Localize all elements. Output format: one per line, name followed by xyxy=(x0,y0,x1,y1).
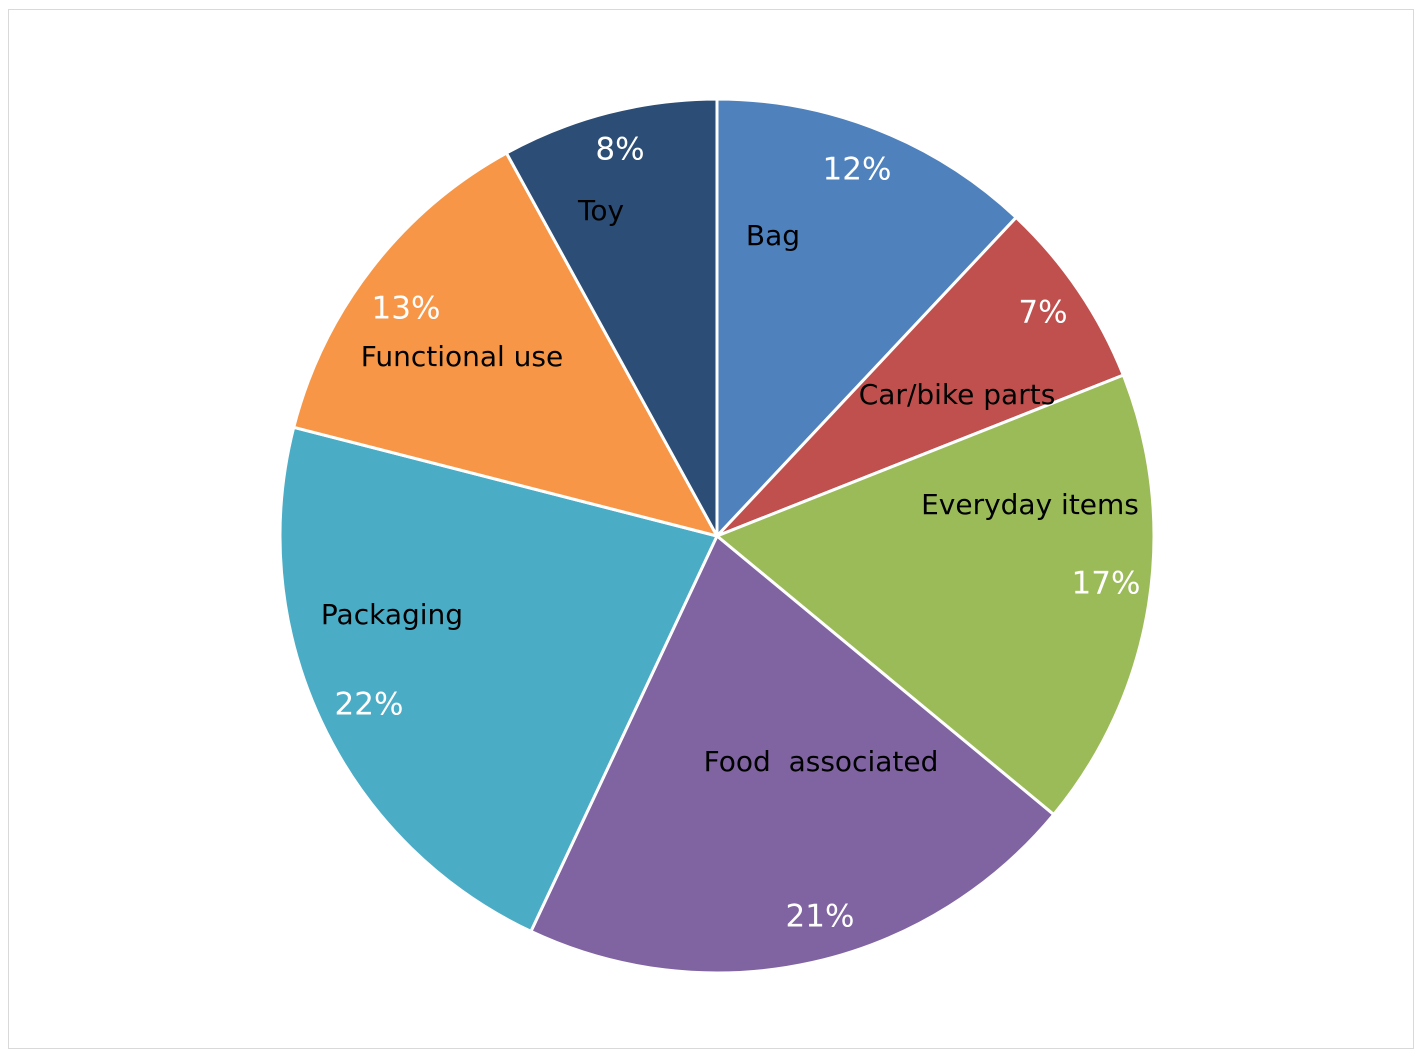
pie-slices xyxy=(278,97,1156,975)
pie-slice-car-bike-parts xyxy=(715,215,1125,538)
pie-slice-food-associated xyxy=(529,534,1056,975)
slice-percent-label: 22% xyxy=(335,687,404,723)
slice-percent-label: 8% xyxy=(595,132,644,168)
slice-name-label: Car/bike parts xyxy=(859,378,1056,411)
slice-name-label: Functional use xyxy=(361,340,564,373)
slice-percent-label: 21% xyxy=(786,899,855,935)
slice-percent-label: 13% xyxy=(372,291,441,327)
pie-slice-functional-use xyxy=(292,151,719,538)
slice-name-label: Bag xyxy=(746,219,800,252)
pie-slice-everyday-items xyxy=(715,373,1156,817)
pie-slice-bag xyxy=(715,97,1018,538)
slice-name-label: Packaging xyxy=(321,598,463,631)
slice-percent-label: 12% xyxy=(823,152,892,188)
slice-percent-label: 17% xyxy=(1072,566,1141,602)
pie-labels: Bag 12% Car/bike parts 7% Everyday items 17% F… xyxy=(321,132,1141,935)
pie-slice-packaging xyxy=(278,425,719,933)
slice-percent-label: 7% xyxy=(1018,295,1067,331)
slice-name-label: Toy xyxy=(577,194,624,227)
slice-name-label: Food associated xyxy=(704,745,939,778)
slice-name-label: Everyday items xyxy=(921,488,1139,521)
pie-slice-toy xyxy=(504,97,719,538)
